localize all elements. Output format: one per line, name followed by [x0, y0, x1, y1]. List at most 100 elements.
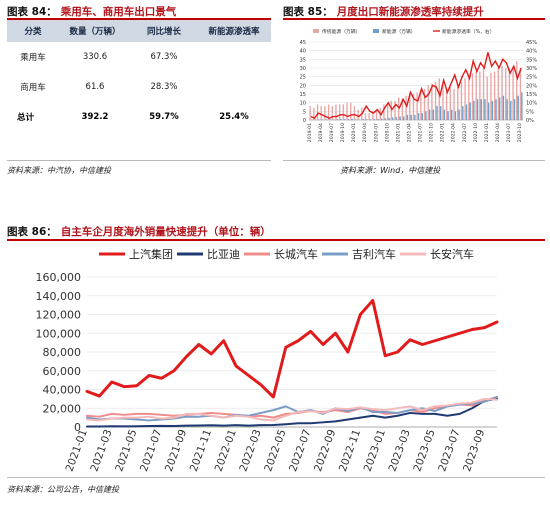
series-line-penetration: [310, 52, 522, 120]
bar-traditional: [383, 104, 385, 120]
x-tick-label: 2022-10: [473, 123, 479, 142]
bar-nev: [506, 99, 508, 120]
bar-traditional: [420, 90, 422, 120]
table-cell: 乘用车: [20, 53, 46, 63]
x-tick-label: 2020-01: [351, 123, 357, 142]
bar-nev: [355, 119, 357, 120]
y-left-tick-label: 20: [300, 83, 306, 89]
x-tick-label: 2021-10: [429, 123, 435, 142]
bar-nev: [443, 109, 446, 120]
table-cell: 67.3%: [150, 52, 178, 62]
x-tick-label: 2022-11: [337, 428, 363, 473]
legend-label: 上汽集团: [129, 247, 173, 261]
y-tick-label: 100,000: [36, 327, 82, 340]
figure-85-title: 月度出口新能源渗透率持续提升: [336, 6, 484, 18]
bar-traditional: [490, 73, 492, 120]
series-line: [86, 397, 498, 428]
figure-85-top-rule: [283, 18, 545, 20]
bar-traditional: [394, 100, 396, 120]
bar-nev: [510, 100, 512, 120]
bar-nev: [388, 117, 390, 120]
bar-nev: [314, 119, 316, 120]
bar-traditional: [357, 109, 359, 120]
bar-nev: [465, 104, 468, 120]
bar-nev: [310, 119, 313, 120]
bar-traditional: [449, 87, 452, 120]
bar-traditional: [324, 106, 326, 120]
x-tick-label: 2023-05: [411, 428, 437, 473]
bar-nev: [491, 100, 494, 120]
bar-traditional: [386, 102, 389, 120]
x-tick-label: 2022-03: [237, 428, 263, 473]
y-tick-label: 0: [74, 421, 81, 434]
x-tick-label: 2022-09: [312, 428, 338, 473]
x-tick-label: 2021-01: [64, 428, 90, 473]
bar-nev: [458, 109, 460, 120]
figure-86-number: 图表 86：: [7, 226, 57, 238]
figure-85-bottom-rule: [283, 160, 545, 161]
bar-nev: [417, 113, 420, 120]
bar-traditional: [350, 102, 352, 120]
bar-traditional: [442, 85, 444, 120]
table-cell: 61.6: [85, 82, 105, 92]
y-tick-label: 140,000: [36, 290, 82, 303]
bar-nev: [321, 119, 324, 120]
legend-label: 新能源渗透率（%，右）: [442, 28, 495, 35]
x-tick-label: 2022-01: [213, 428, 239, 473]
bar-nev: [344, 119, 346, 120]
y-tick-label: 20,000: [43, 402, 82, 415]
bar-traditional: [316, 104, 319, 120]
bar-nev: [513, 99, 516, 120]
table-cell: 商用车: [20, 83, 46, 93]
bar-traditional: [468, 74, 470, 120]
bar-nev: [336, 119, 339, 120]
table-header-cell: 分类: [7, 20, 59, 42]
x-tick-label: 2023-07: [436, 428, 462, 473]
figure-84-bottom-rule: [7, 160, 271, 161]
y-right-tick-label: 35%: [526, 57, 537, 63]
x-tick-label: 2021-05: [113, 428, 139, 473]
table-cell: [197, 42, 271, 72]
y-tick-label: 160,000: [36, 271, 82, 284]
y-tick-label: 120,000: [36, 309, 82, 322]
bar-traditional: [501, 66, 503, 120]
table-cell: 59.7%: [149, 112, 179, 122]
bar-nev: [436, 106, 438, 120]
x-tick-label: 2021-07: [418, 123, 424, 142]
bar-nev: [473, 100, 475, 120]
y-right-tick-label: 40%: [526, 49, 537, 55]
x-tick-label: 2023-10: [517, 123, 523, 142]
x-tick-label: 2021-09: [163, 428, 189, 473]
legend-label: 长城汽车: [274, 247, 318, 261]
table-cell: [197, 72, 271, 102]
bar-traditional: [516, 61, 518, 120]
table-header-cell: 新能源渗透率: [197, 20, 271, 42]
figure-86-source: 资料来源：公司公告，中信建投: [7, 485, 119, 494]
x-tick-label: 2023-03: [387, 428, 413, 473]
x-tick-label: 2023-04: [495, 123, 501, 142]
bar-traditional: [504, 68, 507, 120]
series-line: [86, 397, 498, 422]
figure-86-title: 自主车企月度海外销量快速提升（单位：辆）: [60, 226, 271, 238]
bar-traditional: [475, 71, 477, 120]
series-line: [86, 396, 498, 422]
x-tick-label: 2022-07: [287, 428, 313, 473]
bar-nev: [399, 116, 401, 120]
x-tick-label: 2020-04: [362, 123, 368, 142]
figure-84-header: 图表 84： 乘用车、商用车出口景气: [7, 4, 176, 19]
figure-85-source: 资料来源：Wind，中信建投: [340, 166, 441, 175]
y-right-tick-label: 30%: [526, 66, 537, 72]
bar-traditional: [423, 88, 426, 120]
bar-traditional: [493, 71, 496, 120]
legend-label: 新能源（万辆）: [382, 28, 416, 35]
bar-nev: [380, 118, 383, 120]
x-tick-label: 2023-07: [506, 123, 512, 142]
bar-nev: [476, 99, 479, 120]
y-right-tick-label: 5%: [526, 109, 534, 115]
figure-86-top-rule: [7, 239, 545, 241]
bar-nev: [347, 119, 350, 120]
bar-traditional: [401, 99, 404, 120]
bar-traditional: [372, 111, 374, 120]
bar-nev: [517, 95, 519, 120]
x-tick-label: 2023-01: [362, 428, 388, 473]
